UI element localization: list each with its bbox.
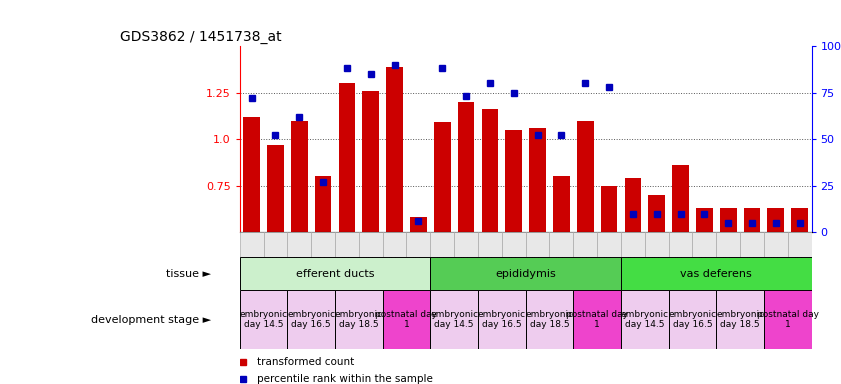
Text: postnatal day
1: postnatal day 1 [566,310,628,329]
Text: embryonic
day 18.5: embryonic day 18.5 [335,310,383,329]
Bar [621,290,669,349]
Bar [243,117,260,232]
Bar [406,232,431,257]
Text: embryonic
day 14.5: embryonic day 14.5 [430,310,479,329]
Bar [553,177,569,232]
Bar [482,109,498,232]
Bar [431,257,621,290]
Bar [434,122,451,232]
Bar [788,232,812,257]
Bar [669,232,692,257]
Bar [240,232,263,257]
Text: vas deferens: vas deferens [680,268,752,279]
Bar [526,290,574,349]
Bar [621,232,645,257]
Bar [263,232,288,257]
Bar [648,195,665,232]
Bar [669,290,717,349]
Text: embryonic
day 16.5: embryonic day 16.5 [287,310,336,329]
Bar [574,290,621,349]
Bar [549,232,574,257]
Text: embryonic
day 18.5: embryonic day 18.5 [716,310,764,329]
Bar [791,208,808,232]
Text: epididymis: epididymis [495,268,556,279]
Bar [625,178,641,232]
Bar [526,232,549,257]
Bar [645,232,669,257]
Bar [720,208,737,232]
Bar [696,208,712,232]
Bar [311,232,335,257]
Bar [577,121,594,232]
Bar [505,130,522,232]
Bar [339,83,355,232]
Text: embryonic
day 14.5: embryonic day 14.5 [240,310,288,329]
Bar [743,208,760,232]
Bar [240,290,288,349]
Text: tissue ►: tissue ► [166,268,211,279]
Bar [362,91,379,232]
Bar [574,232,597,257]
Bar [458,102,474,232]
Bar [478,232,502,257]
Bar [764,290,812,349]
Bar [291,121,308,232]
Bar [431,232,454,257]
Bar [386,66,403,232]
Bar [335,232,359,257]
Bar [717,232,740,257]
Bar [454,232,478,257]
Bar [692,232,717,257]
Bar [764,232,788,257]
Bar [478,290,526,349]
Text: transformed count: transformed count [257,357,354,367]
Bar [359,232,383,257]
Bar [431,290,478,349]
Bar [621,257,812,290]
Text: embryonic
day 16.5: embryonic day 16.5 [669,310,717,329]
Text: percentile rank within the sample: percentile rank within the sample [257,374,432,384]
Bar [383,290,431,349]
Bar [335,290,383,349]
Text: embryonic
day 14.5: embryonic day 14.5 [621,310,669,329]
Text: GDS3862 / 1451738_at: GDS3862 / 1451738_at [119,30,282,44]
Bar [672,165,689,232]
Text: embryonic
day 16.5: embryonic day 16.5 [478,310,526,329]
Text: development stage ►: development stage ► [91,314,211,325]
Text: efferent ducts: efferent ducts [296,268,374,279]
Bar [288,232,311,257]
Text: postnatal day
1: postnatal day 1 [757,310,819,329]
Bar [267,145,283,232]
Bar [717,290,764,349]
Bar [240,257,431,290]
Bar [597,232,621,257]
Bar [315,177,331,232]
Text: embryonic
day 18.5: embryonic day 18.5 [526,310,574,329]
Bar [502,232,526,257]
Bar [410,217,426,232]
Text: postnatal day
1: postnatal day 1 [375,310,437,329]
Bar [740,232,764,257]
Bar [288,290,335,349]
Bar [600,186,617,232]
Bar [529,128,546,232]
Bar [383,232,406,257]
Bar [768,208,784,232]
